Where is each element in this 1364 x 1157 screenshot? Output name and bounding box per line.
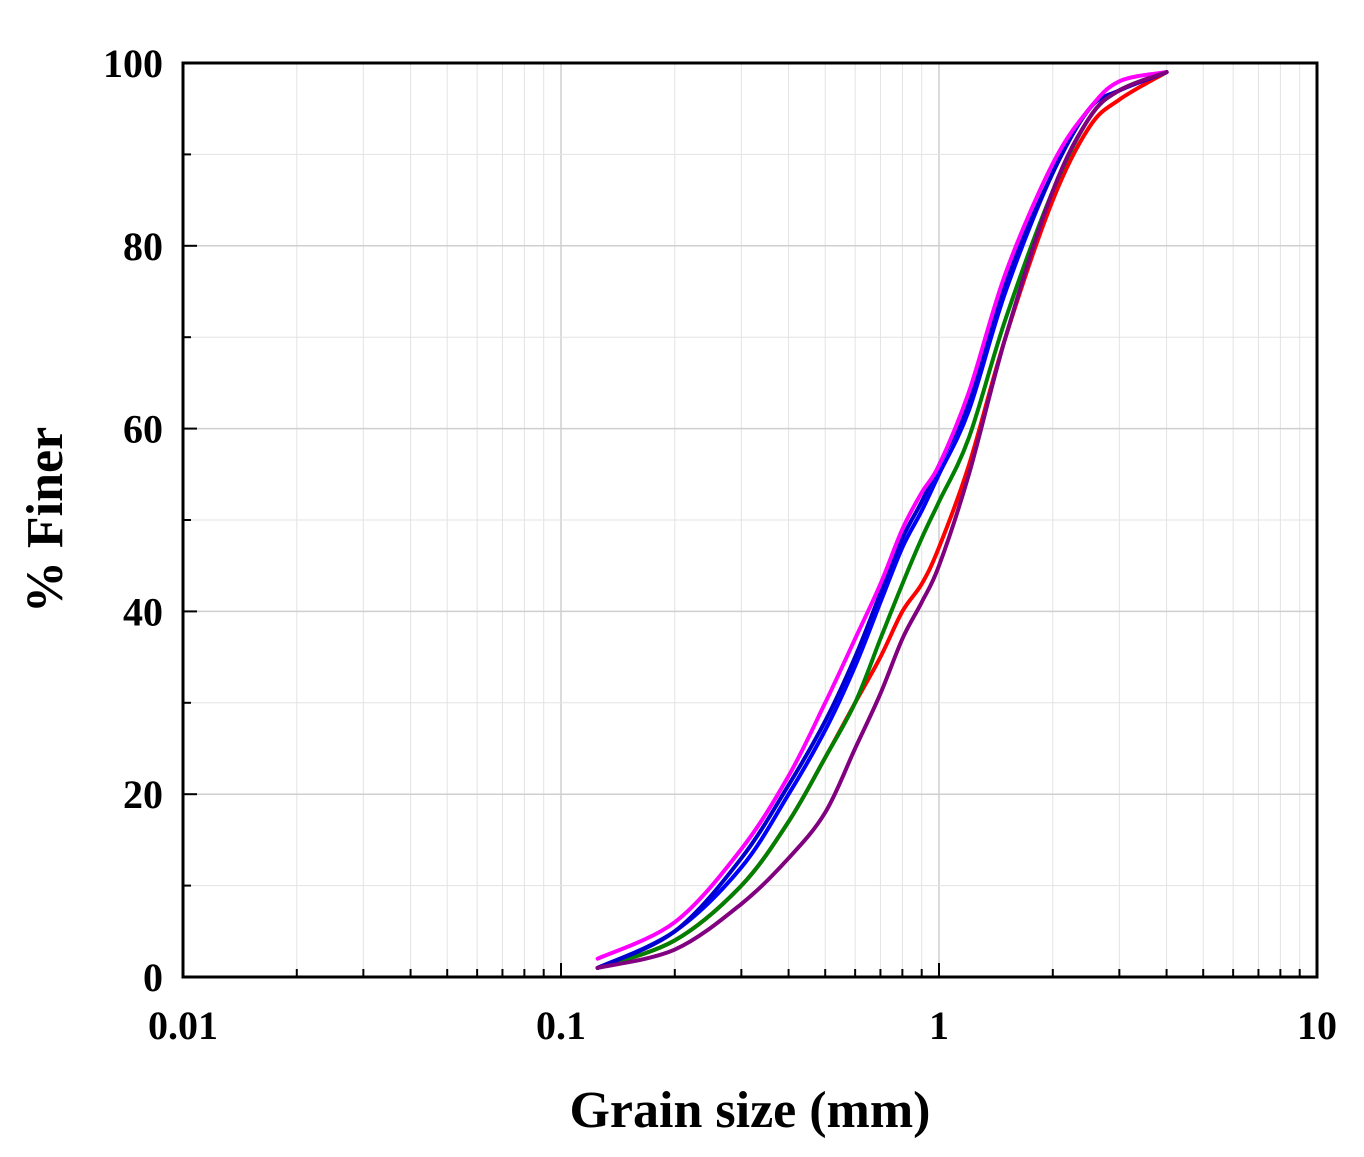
y-tick-label: 100 [103, 41, 163, 86]
grid [183, 63, 1317, 977]
tick-marks [182, 62, 1301, 978]
series-line-4 [595, 70, 1169, 970]
x-axis-title: Grain size (mm) [569, 1082, 930, 1139]
y-tick-label: 20 [123, 772, 163, 817]
x-tick-labels: 0.01 0.1 1 10 [148, 1003, 1337, 1048]
y-tick-labels: 0 20 40 60 80 100 [103, 41, 163, 1000]
x-tick-label: 0.01 [148, 1003, 218, 1048]
x-tick-label: 10 [1297, 1003, 1337, 1048]
series-line-5 [595, 70, 1169, 961]
y-tick-label: 60 [123, 407, 163, 452]
y-tick-label: 40 [123, 589, 163, 634]
x-tick-label: 1 [929, 1003, 949, 1048]
y-tick-label: 0 [143, 955, 163, 1000]
series-layer [595, 70, 1169, 970]
y-tick-label: 80 [123, 224, 163, 269]
x-tick-label: 0.1 [536, 1003, 586, 1048]
y-axis-title: % Finer [17, 427, 74, 613]
series-line-6 [595, 70, 1169, 970]
